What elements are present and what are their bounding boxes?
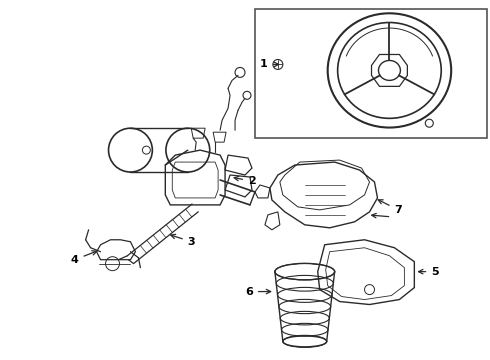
Text: 3: 3 — [171, 234, 196, 247]
Text: 2: 2 — [234, 176, 256, 186]
Bar — [255, 9, 487, 138]
Text: 5: 5 — [418, 267, 439, 276]
Text: 7: 7 — [378, 200, 402, 215]
Text: 1: 1 — [260, 59, 279, 69]
Text: 6: 6 — [245, 287, 270, 297]
Text: 4: 4 — [71, 251, 97, 265]
